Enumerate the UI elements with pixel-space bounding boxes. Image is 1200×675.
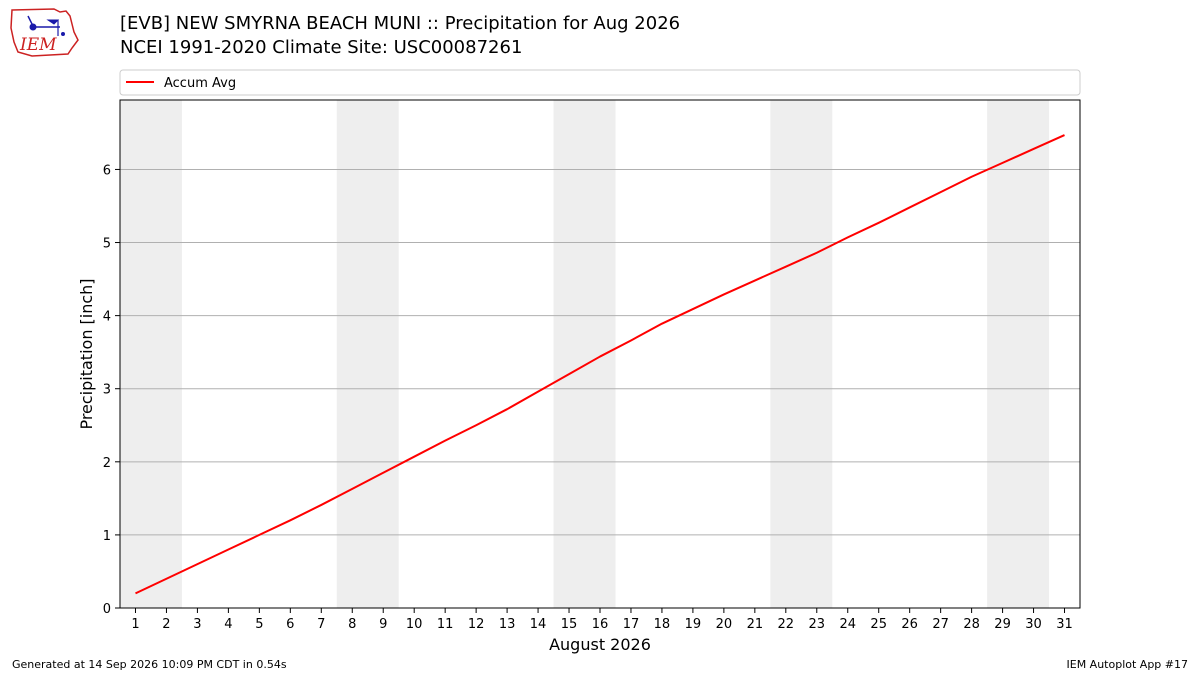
y-tick-label: 0 [103, 602, 111, 617]
x-tick-label: 2 [162, 617, 170, 632]
x-tick-label: 12 [468, 617, 485, 632]
series-line-accum-avg [135, 134, 1065, 595]
legend-box [119, 69, 1081, 96]
x-tick-label: 18 [654, 617, 671, 632]
x-tick-label: 14 [530, 617, 547, 632]
x-tick-label: 11 [437, 617, 454, 632]
x-tick-label: 6 [286, 617, 294, 632]
svg-text:IEM: IEM [19, 35, 57, 55]
x-tick-label: 4 [224, 617, 232, 632]
chart-title: [EVB] NEW SMYRNA BEACH MUNI :: Precipita… [120, 13, 681, 34]
x-tick-label: 10 [406, 617, 423, 632]
x-tick-label: 27 [932, 617, 949, 632]
x-tick-label: 1 [131, 617, 139, 632]
x-tick-label: 28 [963, 617, 980, 632]
series-lines [135, 134, 1065, 595]
weekend-band [987, 100, 1050, 608]
x-tick-label: 30 [1025, 617, 1042, 632]
weekend-band [770, 100, 833, 608]
y-tick-label: 4 [103, 310, 111, 325]
iem-logo: IEM [10, 8, 79, 57]
app-credit: IEM Autoplot App #17 [1066, 658, 1189, 671]
x-tick-label: 15 [561, 617, 578, 632]
x-tick-label: 21 [747, 617, 764, 632]
weekend-bands [120, 100, 1050, 608]
y-axis-label: Precipitation [inch] [77, 278, 96, 429]
x-tick-label: 31 [1056, 617, 1073, 632]
x-tick-label: 24 [839, 617, 856, 632]
legend[interactable]: Accum Avg [119, 69, 1081, 96]
x-tick-label: 26 [901, 617, 918, 632]
y-tick-label: 5 [103, 237, 111, 252]
x-axis-label: August 2026 [549, 635, 651, 654]
y-tick-label: 1 [103, 529, 111, 544]
x-tick-label: 3 [193, 617, 201, 632]
y-tick-label: 6 [103, 163, 111, 178]
weekend-band [120, 100, 182, 608]
x-tick-label: 5 [255, 617, 263, 632]
chart-subtitle: NCEI 1991-2020 Climate Site: USC00087261 [120, 37, 523, 58]
y-tick-label: 2 [103, 456, 111, 471]
generated-timestamp: Generated at 14 Sep 2026 10:09 PM CDT in… [12, 658, 287, 671]
x-tick-label: 17 [623, 617, 640, 632]
y-tick-label: 3 [103, 383, 111, 398]
x-tick-label: 23 [809, 617, 826, 632]
gridlines [120, 168, 1080, 536]
x-tick-label: 29 [994, 617, 1011, 632]
x-tick-label: 8 [348, 617, 356, 632]
x-tick-label: 13 [499, 617, 516, 632]
x-axis: 1 2 3 4 5 6 7 8 9 10 11 12 13 14 15 16 17 18 19 20 21 22 23 24 2… [131, 608, 1073, 632]
x-tick-label: 20 [716, 617, 733, 632]
x-tick-label: 7 [317, 617, 325, 632]
x-tick-label: 16 [592, 617, 609, 632]
weekend-band [336, 100, 399, 608]
legend-label-accum-avg: Accum Avg [164, 76, 236, 91]
x-tick-label: 9 [379, 617, 387, 632]
x-tick-label: 22 [778, 617, 795, 632]
x-tick-label: 25 [870, 617, 887, 632]
y-axis: 0 1 2 3 4 5 6 [103, 163, 120, 617]
x-tick-label: 19 [685, 617, 702, 632]
